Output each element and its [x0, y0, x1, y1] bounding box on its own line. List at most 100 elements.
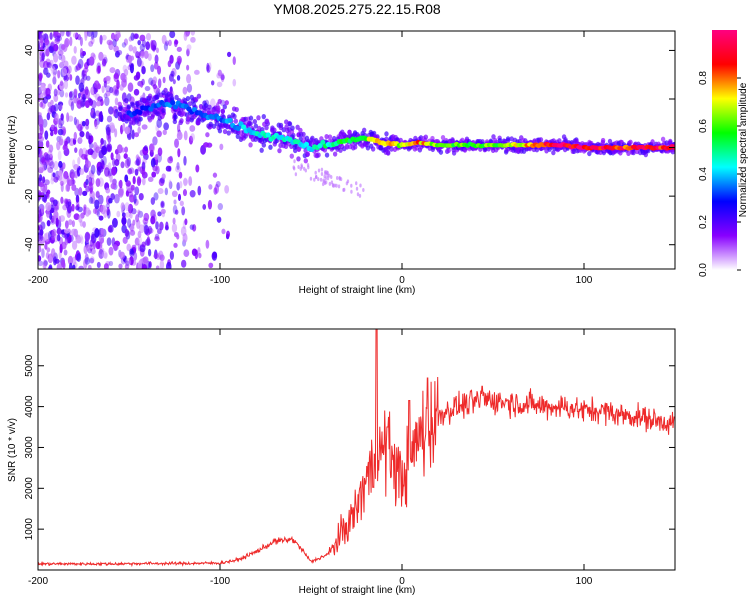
svg-text:0.6: 0.6 — [698, 119, 709, 133]
noise-cell — [143, 218, 149, 225]
ridge-halo-cell — [268, 145, 272, 150]
spectrogram-panel: -200 -100 0 100 -40-2002040 Height of strai… — [7, 28, 678, 296]
noise-cell — [54, 89, 58, 97]
noise-cell — [39, 124, 43, 131]
ridge-halo-cell — [298, 128, 302, 133]
noise-cell — [307, 163, 309, 167]
noise-cell — [168, 60, 172, 67]
ridge-halo-cell — [539, 137, 543, 142]
noise-cell — [78, 59, 84, 69]
noise-cell — [172, 223, 177, 233]
noise-cell — [78, 266, 84, 271]
noise-cell — [71, 101, 74, 110]
noise-cell — [96, 241, 101, 249]
noise-cell — [48, 62, 52, 68]
svg-text:1000: 1000 — [24, 518, 35, 541]
noise-cell — [139, 193, 144, 200]
noise-cell — [310, 177, 312, 181]
noise-cell — [143, 256, 149, 263]
noise-cell — [42, 176, 45, 183]
svg-text:20: 20 — [24, 93, 35, 105]
svg-text:4000: 4000 — [24, 395, 35, 418]
colorbar: 0.00.20.40.60.8 Normalized spectral ampl… — [698, 30, 749, 277]
ridge-halo-cell — [186, 96, 190, 101]
snr-x-label: Height of straight line (km) — [299, 585, 416, 596]
noise-cell — [194, 70, 200, 75]
noise-cell — [137, 127, 140, 134]
noise-cell — [45, 202, 51, 211]
noise-cell — [85, 257, 91, 265]
noise-cell — [170, 251, 174, 260]
svg-text:0: 0 — [24, 144, 35, 150]
noise-cell — [336, 176, 338, 180]
noise-cell — [50, 177, 54, 184]
noise-cell — [181, 260, 186, 268]
noise-cell — [359, 184, 361, 188]
spectrogram-x-label: Height of straight line (km) — [299, 285, 416, 296]
noise-cell — [76, 253, 81, 262]
noise-cell — [95, 146, 101, 153]
ridge-halo-cell — [386, 151, 390, 156]
ridge-halo-cell — [661, 137, 665, 142]
noise-cell — [128, 55, 132, 64]
noise-cell — [69, 74, 72, 81]
noise-cell — [197, 186, 201, 196]
noise-cell — [221, 229, 225, 235]
noise-cell — [69, 138, 75, 146]
svg-text:0.4: 0.4 — [698, 167, 709, 181]
noise-cell — [40, 221, 45, 230]
noise-cell — [54, 204, 58, 210]
noise-cell — [62, 128, 65, 136]
noise-cell — [117, 144, 123, 153]
noise-cell — [109, 261, 114, 266]
noise-cell — [130, 230, 135, 236]
noise-cell — [138, 231, 142, 238]
noise-cell — [355, 181, 357, 185]
noise-cell — [145, 86, 151, 91]
noise-cell — [113, 244, 118, 249]
ridge-halo-cell — [325, 152, 329, 157]
noise-cell — [142, 178, 146, 186]
noise-cell — [74, 46, 77, 54]
svg-text:0.2: 0.2 — [698, 215, 709, 229]
noise-cell — [85, 86, 89, 95]
noise-cell — [151, 172, 156, 178]
noise-cell — [111, 33, 115, 40]
noise-cell — [149, 143, 155, 153]
noise-cell — [129, 167, 135, 174]
noise-cell — [179, 172, 183, 179]
ridge-halo-cell — [259, 148, 263, 153]
noise-cell — [342, 188, 344, 192]
noise-cell — [118, 180, 122, 187]
noise-cell — [114, 73, 119, 79]
noise-cell — [60, 181, 64, 186]
noise-cell — [68, 115, 73, 121]
noise-cell — [141, 242, 146, 248]
noise-cell — [42, 162, 46, 171]
noise-cell — [72, 159, 75, 168]
noise-cell — [80, 126, 83, 134]
noise-cell — [124, 146, 128, 152]
noise-cell — [41, 248, 44, 258]
noise-cell — [41, 55, 45, 61]
ridge-halo-cell — [306, 152, 310, 157]
noise-cell — [111, 167, 116, 176]
noise-cell — [320, 178, 322, 182]
noise-cell — [54, 104, 59, 112]
noise-cell — [145, 41, 150, 50]
noise-cell — [190, 28, 195, 36]
noise-cell — [121, 218, 126, 225]
noise-cell — [97, 262, 101, 268]
noise-cell — [97, 209, 100, 217]
ridge-halo-cell — [256, 115, 260, 120]
noise-cell — [118, 188, 124, 197]
noise-cell — [202, 204, 206, 210]
noise-cell — [58, 118, 64, 126]
noise-cell — [181, 226, 187, 236]
svg-text:-100: -100 — [210, 275, 230, 286]
noise-cell — [338, 184, 340, 188]
ridge-halo-cell — [227, 130, 231, 135]
noise-cell — [39, 37, 43, 43]
noise-cell — [106, 127, 111, 136]
noise-cell — [190, 190, 196, 197]
